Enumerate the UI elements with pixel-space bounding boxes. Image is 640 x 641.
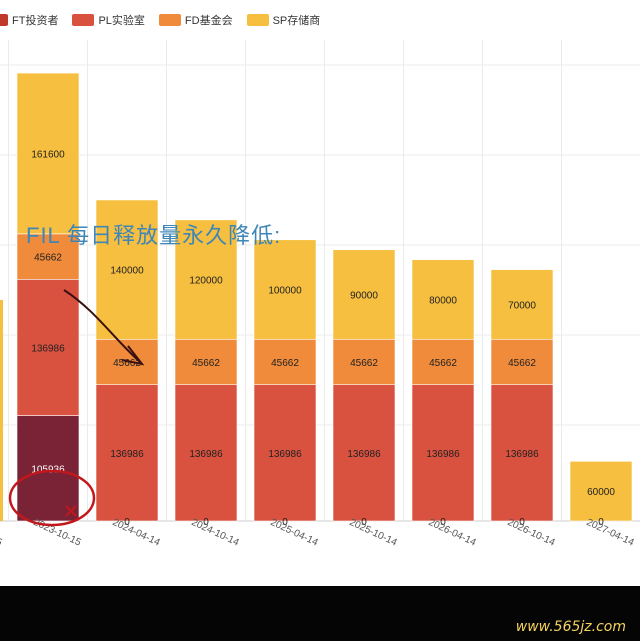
circle-mark [8,469,96,527]
data-label: 0 [124,517,130,528]
data-label: 70000 [508,300,536,311]
legend-item[interactable]: SP存储商 [246,12,321,28]
bar-segment [16,415,80,522]
cross-mark [65,505,77,517]
hand-annotations [8,289,145,527]
bar-segment [411,384,475,522]
bar-segment [16,233,80,280]
data-label: 140000 [110,266,144,277]
data-label: 60000 [587,487,615,498]
legend-label: PL实验室 [98,15,145,27]
legend-item[interactable]: FT投资者 [0,12,58,28]
data-label: 45662 [271,358,299,369]
x-tick-label: 2026-10-14 [506,517,557,549]
bar-segment [16,278,80,416]
data-label: 0 [519,517,525,528]
data-label: 120000 [189,276,223,287]
bar-segment [95,199,159,340]
legend: FT投资者 PL实验室 FD基金会 SP存储商 [0,10,320,30]
x-axis: 2023-04-15 2023-10-15 2024-04-14 2024-10-14… [0,517,636,549]
arrow-curve [63,289,141,363]
data-label: 45662 [113,358,141,369]
legend-item[interactable]: PL实验室 [72,12,145,28]
bar-segment [490,269,554,340]
annotation-text: FIL 每日释放量永久降低: [26,223,282,248]
data-label: 45662 [350,358,378,369]
bar-segment [253,384,317,522]
bar-segment [174,384,238,522]
bar-segment [174,338,238,385]
data-label: 0 [282,517,288,528]
data-label: 0 [361,517,367,528]
data-label: 136986 [110,449,144,460]
legend-label: FT投资者 [12,15,59,27]
bar-segment [411,338,475,385]
data-label: 136986 [505,449,539,460]
legend-label: FD基金会 [184,15,233,27]
bar-segment [332,384,396,522]
data-label: 0 [598,517,604,528]
bar-segment [95,384,159,522]
bar-segment [332,249,396,340]
bars [0,72,633,522]
data-label: 90000 [350,290,378,301]
bar-segment [253,338,317,385]
legend-swatch [158,14,181,26]
data-label: 136986 [268,449,302,460]
watermark: www.565jz.com [515,619,626,635]
edge-bar [0,300,3,521]
legend-swatch [72,14,95,26]
data-label: 136986 [189,449,223,460]
x-tick-label: 2024-10-14 [190,517,241,549]
x-tick-label: 2027-04-14 [585,517,636,549]
bar-segment [16,72,80,235]
data-label: 136986 [426,449,460,460]
data-label: 45662 [34,253,62,264]
bar-segment [253,239,317,340]
x-tick-label: 2023-04-15 [0,517,4,549]
bar-segment [174,219,238,340]
data-label: 45662 [429,358,457,369]
bar-segment [411,259,475,340]
bar-segment [490,384,554,522]
data-label: 0 [203,517,209,528]
data-labels: 105936 136986 45662 161600 136986 45662 140000… [31,149,615,528]
legend-swatch [0,14,8,26]
x-tick-label: 2024-04-14 [111,517,162,549]
data-label: 100000 [268,286,302,297]
data-label: 45662 [192,358,220,369]
data-label: 105936 [31,464,65,475]
bottom-bar: www.565jz.com [0,586,640,641]
legend-swatch [246,14,269,26]
data-label: 136986 [347,449,381,460]
x-tick-label: 2026-04-14 [427,517,478,549]
data-label: 45662 [508,358,536,369]
data-label: 161600 [31,149,65,160]
x-tick-label: 2025-04-14 [269,517,320,549]
bar-segment [569,460,633,522]
legend-label: SP存储商 [272,15,321,27]
arrow-head [121,345,145,366]
data-label: 80000 [429,295,457,306]
x-tick-label: 2025-10-14 [348,517,399,549]
data-label: 0 [440,517,446,528]
legend-item[interactable]: FD基金会 [158,12,233,28]
data-label: 136986 [31,343,65,354]
bar-segment [332,338,396,385]
